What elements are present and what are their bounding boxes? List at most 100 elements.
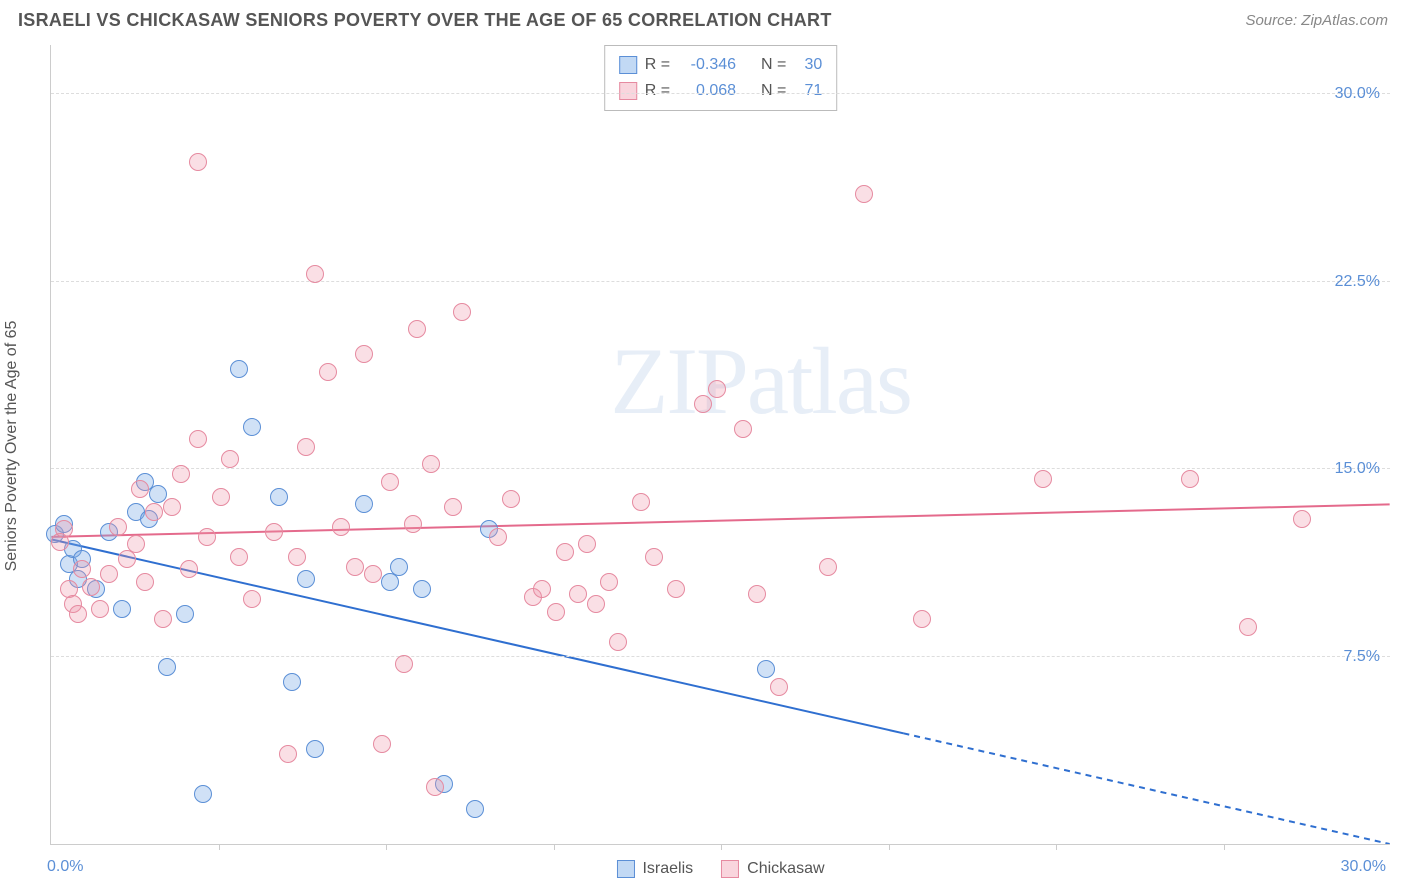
data-point-b	[587, 595, 605, 613]
stats-box: R = -0.346 N = 30 R = 0.068 N = 71	[604, 45, 838, 111]
data-point-a	[194, 785, 212, 803]
y-axis-label: Seniors Poverty Over the Age of 65	[3, 321, 21, 572]
data-point-a	[283, 673, 301, 691]
data-point-b	[645, 548, 663, 566]
r-value-chickasaw: 0.068	[678, 82, 736, 100]
data-point-b	[127, 535, 145, 553]
data-point-b	[69, 605, 87, 623]
n-label: N =	[761, 82, 786, 100]
y-tick-label: 7.5%	[1344, 648, 1380, 666]
data-point-b	[212, 488, 230, 506]
data-point-b	[1181, 470, 1199, 488]
data-point-a	[243, 418, 261, 436]
trendline-b	[51, 504, 1389, 536]
swatch-israelis-icon	[616, 860, 634, 878]
data-point-b	[426, 778, 444, 796]
chart-title: ISRAELI VS CHICKASAW SENIORS POVERTY OVE…	[18, 10, 832, 31]
trendline-a	[51, 539, 903, 733]
x-tick	[1056, 844, 1057, 850]
y-tick-label: 22.5%	[1335, 273, 1380, 291]
data-point-b	[297, 438, 315, 456]
x-axis-max-label: 30.0%	[1341, 858, 1386, 876]
x-tick	[889, 844, 890, 850]
data-point-b	[172, 465, 190, 483]
chart-plot-area: ZIPatlas R = -0.346 N = 30 R = 0.068 N =…	[50, 45, 1390, 845]
data-point-b	[180, 560, 198, 578]
data-point-b	[306, 265, 324, 283]
data-point-b	[109, 518, 127, 536]
data-point-b	[154, 610, 172, 628]
data-point-b	[855, 185, 873, 203]
x-tick	[386, 844, 387, 850]
r-label: R =	[645, 82, 670, 100]
data-point-b	[364, 565, 382, 583]
x-tick	[721, 844, 722, 850]
data-point-b	[632, 493, 650, 511]
data-point-b	[395, 655, 413, 673]
data-point-b	[355, 345, 373, 363]
swatch-israelis-icon	[619, 56, 637, 74]
data-point-b	[547, 603, 565, 621]
trendlines-layer	[51, 45, 1390, 844]
data-point-a	[413, 580, 431, 598]
r-label: R =	[645, 56, 670, 74]
data-point-b	[82, 578, 100, 596]
data-point-b	[145, 503, 163, 521]
data-point-b	[136, 573, 154, 591]
data-point-b	[319, 363, 337, 381]
r-value-israelis: -0.346	[678, 56, 736, 74]
gridline	[51, 656, 1390, 657]
trendline-a-dashed	[903, 733, 1389, 844]
data-point-b	[221, 450, 239, 468]
bottom-legend: Israelis Chickasaw	[616, 860, 824, 878]
data-point-b	[131, 480, 149, 498]
data-point-a	[757, 660, 775, 678]
data-point-a	[390, 558, 408, 576]
data-point-b	[91, 600, 109, 618]
data-point-a	[466, 800, 484, 818]
data-point-b	[708, 380, 726, 398]
data-point-a	[306, 740, 324, 758]
legend-item-israelis: Israelis	[616, 860, 693, 878]
legend-label-israelis: Israelis	[642, 860, 693, 878]
y-tick-label: 30.0%	[1335, 85, 1380, 103]
data-point-a	[113, 600, 131, 618]
data-point-a	[230, 360, 248, 378]
data-point-b	[569, 585, 587, 603]
data-point-b	[373, 735, 391, 753]
swatch-chickasaw-icon	[619, 82, 637, 100]
data-point-b	[748, 585, 766, 603]
data-point-b	[444, 498, 462, 516]
data-point-b	[346, 558, 364, 576]
data-point-b	[1034, 470, 1052, 488]
data-point-b	[243, 590, 261, 608]
x-tick	[1224, 844, 1225, 850]
x-axis-min-label: 0.0%	[47, 858, 83, 876]
data-point-b	[55, 520, 73, 538]
data-point-b	[734, 420, 752, 438]
data-point-b	[404, 515, 422, 533]
data-point-a	[270, 488, 288, 506]
data-point-b	[694, 395, 712, 413]
legend-label-chickasaw: Chickasaw	[747, 860, 824, 878]
n-label: N =	[761, 56, 786, 74]
data-point-b	[422, 455, 440, 473]
data-point-b	[279, 745, 297, 763]
data-point-b	[1239, 618, 1257, 636]
x-tick	[219, 844, 220, 850]
x-tick	[554, 844, 555, 850]
data-point-b	[600, 573, 618, 591]
source-label: Source: ZipAtlas.com	[1245, 12, 1388, 29]
data-point-b	[556, 543, 574, 561]
data-point-b	[913, 610, 931, 628]
swatch-chickasaw-icon	[721, 860, 739, 878]
data-point-b	[609, 633, 627, 651]
n-value-israelis: 30	[794, 56, 822, 74]
data-point-a	[297, 570, 315, 588]
stats-row-chickasaw: R = 0.068 N = 71	[619, 78, 823, 104]
n-value-chickasaw: 71	[794, 82, 822, 100]
data-point-b	[533, 580, 551, 598]
gridline	[51, 281, 1390, 282]
chart-header: ISRAELI VS CHICKASAW SENIORS POVERTY OVE…	[0, 0, 1406, 39]
data-point-a	[355, 495, 373, 513]
